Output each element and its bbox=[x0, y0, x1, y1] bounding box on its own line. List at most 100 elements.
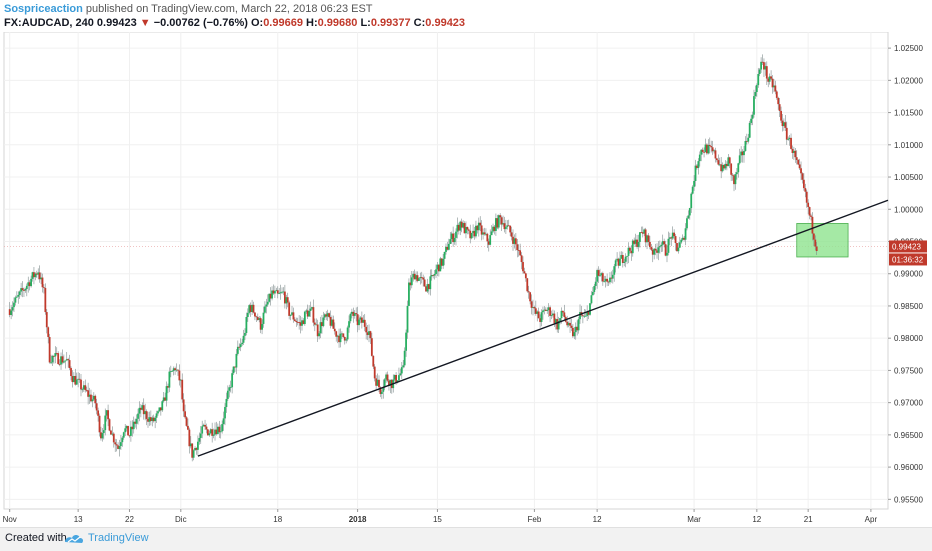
candle-body bbox=[800, 168, 802, 174]
candle-body bbox=[596, 270, 599, 282]
candle-body bbox=[251, 304, 253, 312]
candle-body bbox=[158, 407, 161, 412]
candle-body bbox=[720, 164, 723, 172]
candle-body bbox=[405, 332, 407, 351]
candle-body bbox=[379, 387, 382, 394]
candle-body bbox=[142, 405, 145, 415]
candle-body bbox=[212, 434, 215, 436]
candle-body bbox=[439, 258, 442, 272]
candle-body bbox=[13, 302, 15, 308]
time-axis[interactable]: Nov 13 22 Dic 18 2018 15 Feb 12 Mar 12 21 Apr bbox=[3, 509, 878, 524]
candle-body bbox=[94, 395, 97, 404]
candle-body bbox=[641, 232, 644, 234]
close-value: 0.99423 bbox=[425, 17, 466, 29]
candle-body bbox=[560, 310, 563, 319]
candle-body bbox=[473, 230, 476, 237]
publication-header: Sospriceaction published on TradingView.… bbox=[4, 2, 924, 16]
candle-body bbox=[506, 225, 509, 227]
candle-body bbox=[673, 232, 676, 237]
candle-body bbox=[475, 225, 477, 237]
candle-body bbox=[78, 378, 81, 380]
candle-body bbox=[18, 291, 21, 295]
candle-body bbox=[90, 394, 92, 402]
candle-body bbox=[750, 118, 753, 123]
candle-body bbox=[241, 342, 244, 345]
candle-body bbox=[95, 403, 98, 411]
candle-body bbox=[589, 303, 591, 315]
candle-body bbox=[771, 78, 774, 88]
candle-body bbox=[202, 424, 205, 427]
candle-body bbox=[265, 304, 268, 307]
x-tick-label: 13 bbox=[74, 515, 83, 524]
candle-body bbox=[154, 417, 157, 422]
trendline[interactable] bbox=[197, 199, 889, 457]
candle-body bbox=[455, 231, 457, 238]
candle-body bbox=[164, 397, 167, 401]
candle-body bbox=[496, 218, 499, 228]
candle-body bbox=[459, 221, 462, 231]
candle-body bbox=[676, 243, 678, 252]
candle-body bbox=[342, 333, 345, 337]
candle-body bbox=[483, 232, 486, 235]
candle-body bbox=[185, 417, 188, 426]
candle-body bbox=[500, 217, 503, 225]
y-tick-label: 1.00000 bbox=[894, 205, 923, 214]
candle-body bbox=[613, 266, 616, 275]
tradingview-logo-icon[interactable] bbox=[64, 532, 84, 546]
candle-body bbox=[437, 264, 440, 272]
candle-body bbox=[586, 311, 589, 316]
candle-body bbox=[423, 279, 426, 287]
candle-body bbox=[547, 307, 550, 311]
candle-body bbox=[693, 181, 695, 187]
x-tick-label: Mar bbox=[687, 515, 701, 524]
candle-body bbox=[54, 353, 57, 357]
candle-body bbox=[168, 371, 171, 388]
candle-body bbox=[614, 260, 617, 267]
candle-body bbox=[298, 322, 301, 323]
candle-body bbox=[355, 313, 358, 315]
candle-body bbox=[375, 378, 378, 386]
candle-body bbox=[295, 320, 298, 322]
candle-body bbox=[661, 241, 664, 245]
candle-body bbox=[445, 246, 447, 252]
price-chart[interactable]: 0.95500 0.96000 0.96500 0.97000 0.97500 0.980… bbox=[0, 32, 932, 527]
candle-body bbox=[631, 240, 634, 254]
candle-body bbox=[275, 290, 278, 292]
candle-body bbox=[172, 368, 175, 371]
candle-body bbox=[382, 386, 385, 392]
candle-body bbox=[182, 399, 185, 412]
candle-body bbox=[362, 319, 365, 323]
candle-body bbox=[167, 386, 169, 388]
candle-body bbox=[443, 251, 446, 259]
candle-body bbox=[208, 433, 211, 436]
candle-body bbox=[60, 356, 62, 365]
price-axis[interactable]: 0.95500 0.96000 0.96500 0.97000 0.97500 0.980… bbox=[888, 44, 923, 504]
candle-body bbox=[811, 216, 814, 234]
candle-body bbox=[85, 389, 88, 391]
y-tick-label: 0.96500 bbox=[894, 431, 923, 440]
candle-body bbox=[259, 318, 262, 330]
candle-body bbox=[536, 311, 539, 314]
candle-body bbox=[606, 278, 609, 282]
candle-body bbox=[426, 284, 429, 292]
candle-body bbox=[323, 314, 326, 318]
price-tags: 0.99423 01:36:32 bbox=[889, 240, 927, 266]
candle-body bbox=[21, 288, 24, 291]
author-link[interactable]: Sospriceaction bbox=[4, 3, 83, 15]
candle-body bbox=[296, 321, 299, 323]
tradingview-brand[interactable]: TradingView bbox=[88, 532, 149, 544]
candle-body bbox=[734, 174, 737, 185]
candle-body bbox=[325, 314, 328, 317]
candle-body bbox=[321, 322, 323, 327]
candle-body bbox=[785, 127, 788, 140]
candle-body bbox=[430, 275, 433, 277]
candle-body bbox=[278, 293, 281, 295]
candle-body bbox=[121, 437, 124, 443]
candle-body bbox=[266, 301, 269, 305]
candle-body bbox=[336, 335, 339, 337]
candle-body bbox=[228, 387, 231, 391]
candle-body bbox=[308, 310, 311, 317]
candle-body bbox=[604, 278, 607, 282]
candle-body bbox=[619, 258, 621, 266]
candle-body bbox=[805, 191, 808, 203]
